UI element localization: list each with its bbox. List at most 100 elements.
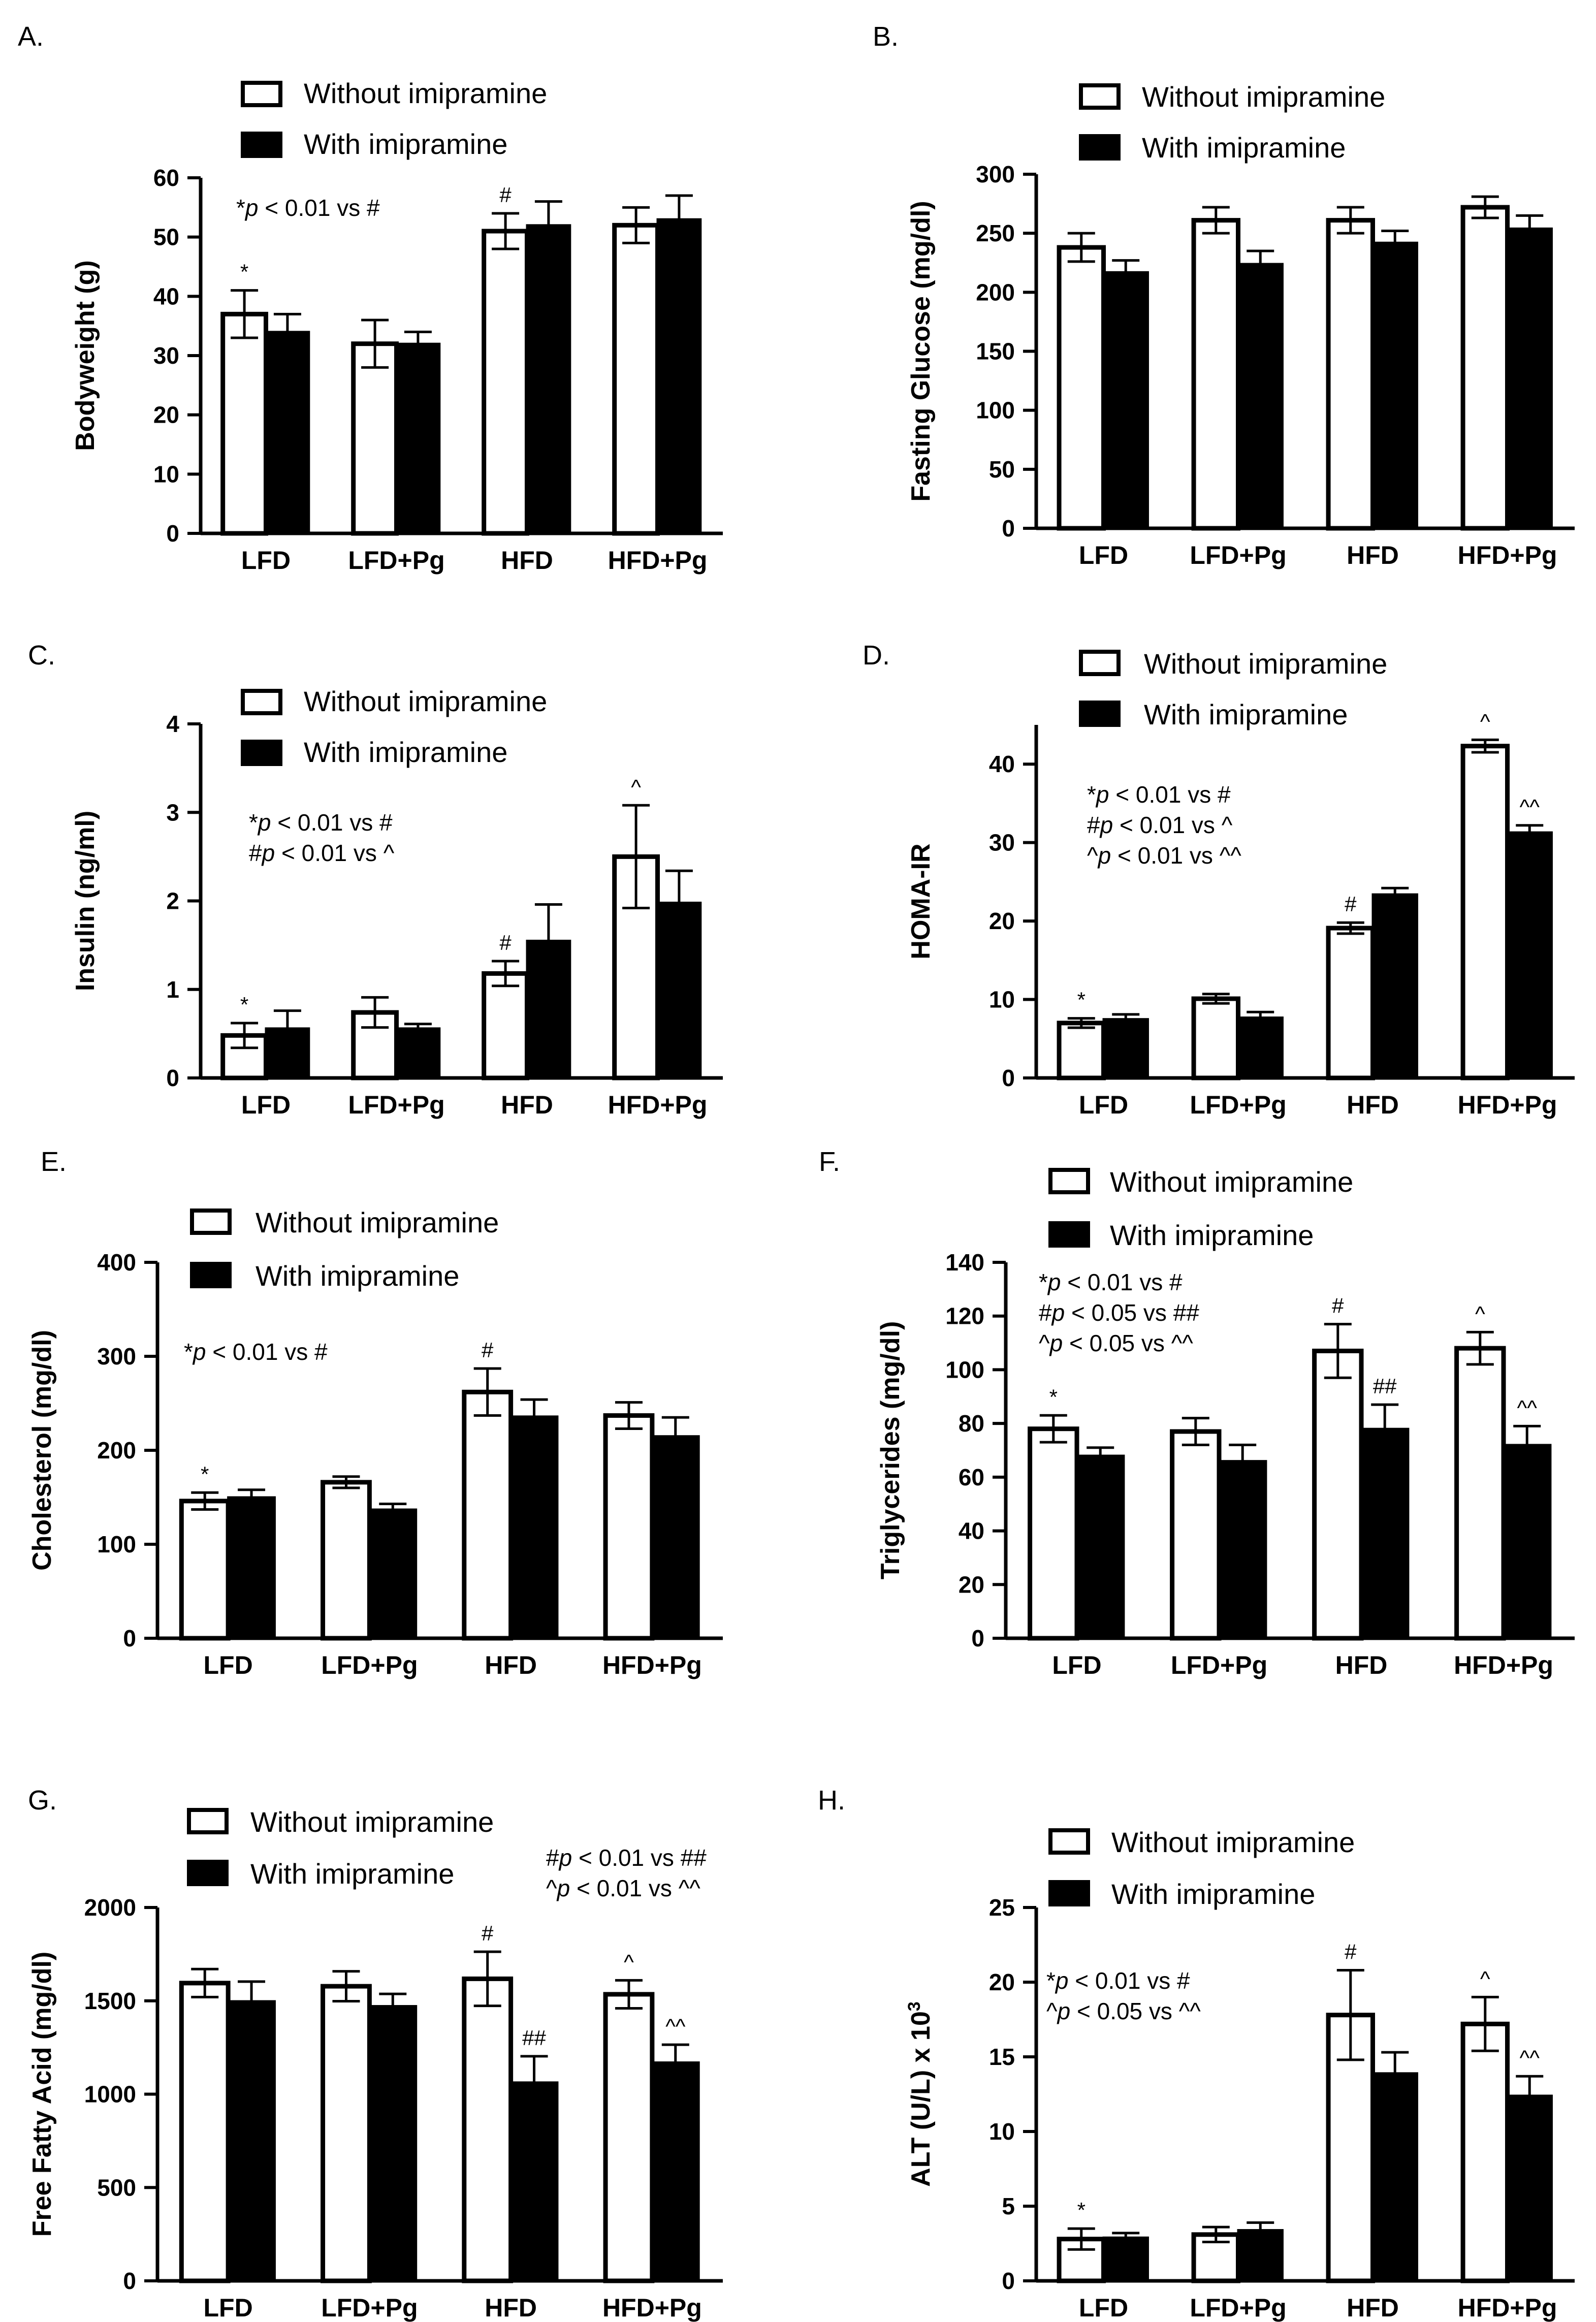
legend-label-with: With imipramine <box>250 1858 454 1890</box>
y-tick-label: 3 <box>166 799 179 825</box>
chart-panel-d: D. Without imipramine With imipramine 0 10 20… <box>863 640 1575 1119</box>
y-tick-label: 60 <box>959 1464 984 1490</box>
legend: Without imipramine With imipramine <box>1079 81 1385 164</box>
stat-note: ^p < 0.01 vs ^^ <box>546 1875 700 1901</box>
bar-with <box>1371 2072 1418 2282</box>
stat-note: #p < 0.01 vs ^ <box>249 840 395 866</box>
bar-with <box>656 901 702 1079</box>
legend: Without imipramine With imipramine <box>1079 648 1387 730</box>
significance-marker: * <box>1049 1385 1058 1409</box>
x-category-label: HFD <box>485 2294 537 2322</box>
x-category-label: HFD+Pg <box>1454 1651 1553 1679</box>
significance-marker: # <box>499 931 512 955</box>
bar-with <box>368 1508 418 1640</box>
legend-label-with: With imipramine <box>1111 1878 1315 1910</box>
legend-swatch-with <box>241 740 282 766</box>
y-tick-label: 40 <box>153 283 179 309</box>
y-axis-label: HOMA-IR <box>906 843 936 959</box>
x-category-label: LFD <box>241 546 291 575</box>
bar-without <box>179 1499 231 1641</box>
significance-marker: ^ <box>1480 1966 1490 1990</box>
bar-without <box>462 1976 514 2283</box>
y-tick-label: 200 <box>97 1437 136 1464</box>
y-tick-label: 150 <box>976 338 1015 365</box>
chart-panel-e: E. Without imipramine With imipramine 0 100 2… <box>27 1147 723 1679</box>
stat-note: #p < 0.05 vs ## <box>1039 1299 1199 1326</box>
y-tick-label: 20 <box>959 1571 984 1598</box>
significance-marker: # <box>1345 892 1357 916</box>
y-axis-label: ALT (U/L) x 103 <box>905 2001 936 2187</box>
bar-without <box>321 1984 372 2283</box>
bar-with <box>265 331 310 534</box>
legend: Without imipramine With imipramine <box>187 1806 494 1890</box>
bar-without <box>220 311 268 536</box>
legend: Without imipramine With imipramine <box>190 1206 499 1292</box>
x-category-label: LFD+Pg <box>1171 1651 1267 1679</box>
legend-swatch-without <box>241 689 282 715</box>
y-tick-label: 2000 <box>84 1894 136 1921</box>
significance-marker: ^ <box>624 1950 634 1974</box>
x-category-label: LFD <box>1079 1091 1128 1119</box>
legend-label-without: Without imipramine <box>1142 81 1385 113</box>
significance-marker: ^^ <box>1520 795 1540 819</box>
significance-marker: # <box>482 1338 494 1362</box>
bar-with <box>1102 2236 1149 2282</box>
bar-with <box>1503 1444 1552 1639</box>
x-category-label: HFD+Pg <box>602 1651 702 1679</box>
y-tick-label: 40 <box>959 1518 984 1544</box>
y-tick-label: 10 <box>153 461 179 487</box>
x-category-label: LFD+Pg <box>348 1091 444 1119</box>
panel-label: E. <box>41 1147 67 1177</box>
bar-with <box>395 1027 441 1079</box>
y-tick-label: 30 <box>989 830 1015 856</box>
bar-with <box>509 2081 559 2282</box>
y-tick-label: 200 <box>976 279 1015 305</box>
legend-label-with: With imipramine <box>1144 698 1348 730</box>
stat-note: #p < 0.01 vs ^ <box>1087 812 1233 838</box>
bar-with <box>265 1027 310 1079</box>
x-category-label: HFD <box>1347 1091 1399 1119</box>
y-tick-label: 10 <box>989 987 1015 1013</box>
bar-without <box>603 1992 655 2283</box>
x-category-label: LFD <box>1079 541 1128 569</box>
bar-with <box>1237 2229 1284 2282</box>
panel-label: F. <box>819 1147 840 1177</box>
significance-marker: # <box>482 1921 494 1945</box>
legend-label-with: With imipramine <box>1110 1219 1314 1251</box>
legend-swatch-without <box>1048 1168 1090 1194</box>
legend-swatch-with <box>1079 701 1121 727</box>
x-category-label: LFD+Pg <box>1190 1091 1286 1119</box>
significance-marker: ^ <box>1480 709 1490 733</box>
bar-without <box>1028 1426 1079 1641</box>
legend-label-with: With imipramine <box>304 128 507 160</box>
bar-without <box>1191 218 1241 531</box>
y-axis-label: Bodyweight (g) <box>71 260 100 451</box>
significance-marker: ## <box>522 2026 546 2050</box>
y-tick-label: 0 <box>971 1625 984 1651</box>
panel-label: C. <box>28 640 55 671</box>
bar-without <box>179 1981 231 2283</box>
x-category-label: HFD+Pg <box>602 2294 702 2322</box>
y-tick-label: 0 <box>1002 515 1015 542</box>
y-tick-label: 30 <box>153 342 179 369</box>
y-tick-label: 100 <box>976 397 1015 424</box>
y-tick-label: 40 <box>989 751 1015 777</box>
legend-swatch-with <box>190 1262 232 1288</box>
bar-with <box>1102 271 1149 529</box>
y-tick-label: 100 <box>97 1531 136 1557</box>
x-category-label: HFD <box>1335 1651 1388 1679</box>
significance-marker: * <box>1077 2198 1086 2222</box>
significance-marker: # <box>499 183 512 207</box>
bar-without <box>1454 1346 1506 1641</box>
bar-with <box>1506 831 1553 1079</box>
chart-panel-g: G. Without imipramine With imipramine 0 500 1… <box>27 1785 723 2322</box>
bar-with <box>1371 893 1418 1079</box>
x-category-label: LFD <box>204 1651 253 1679</box>
y-tick-label: 4 <box>166 711 179 737</box>
bar-without <box>482 229 529 536</box>
x-category-label: LFD <box>241 1091 291 1119</box>
x-category-label: HFD+Pg <box>608 546 708 575</box>
y-tick-label: 0 <box>123 2268 136 2294</box>
stat-note: *p < 0.01 vs # <box>249 809 393 836</box>
x-category-label: HFD+Pg <box>1458 2294 1557 2322</box>
